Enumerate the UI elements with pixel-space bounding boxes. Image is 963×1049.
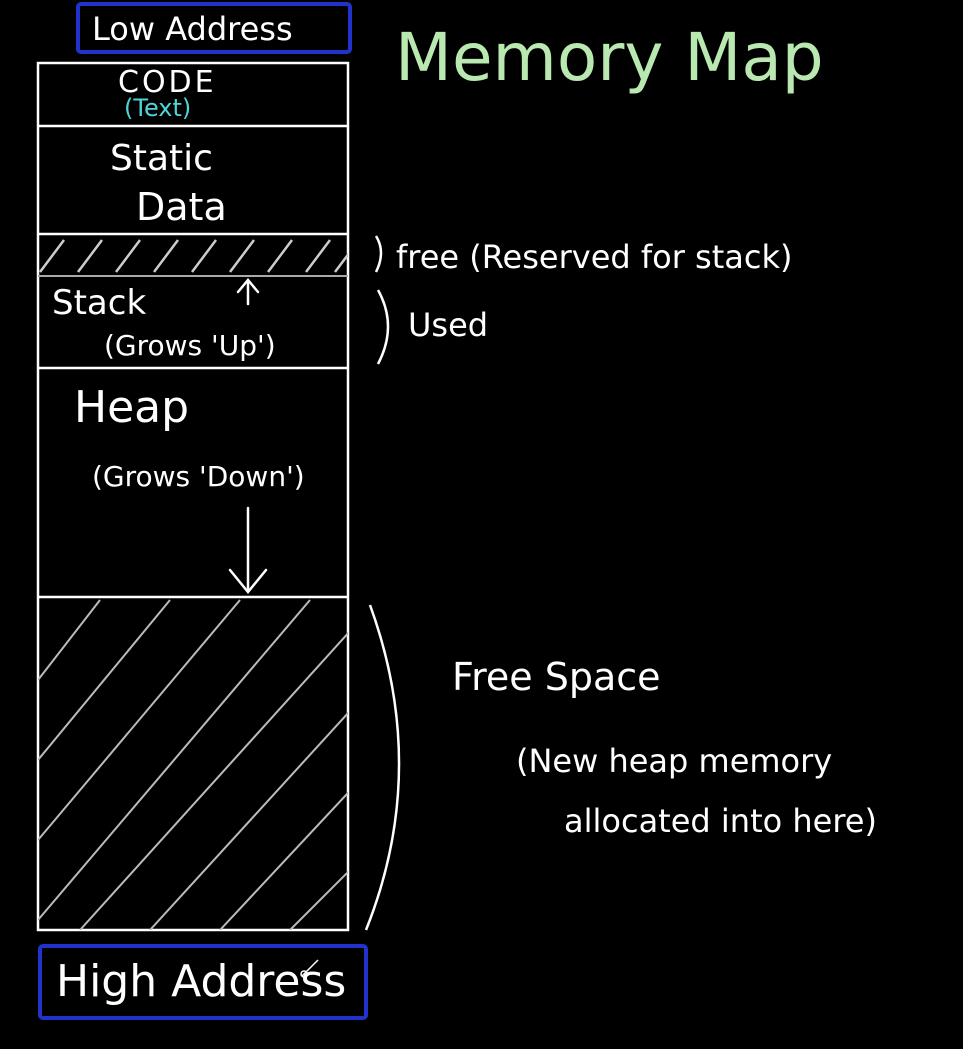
free-space-note-line1: (New heap memory (516, 742, 832, 780)
free-space-annotation: Free Space (452, 655, 661, 699)
stack-sublabel: (Grows 'Up') (104, 329, 276, 362)
code-label: CODE (118, 65, 217, 100)
static-label-line1: Static (110, 138, 213, 179)
diagram-title: Memory Map (395, 19, 824, 96)
used-annotation: Used (408, 306, 488, 344)
heap-down-arrow (228, 506, 268, 594)
static-label-line2: Data (136, 185, 227, 229)
stack-label: Stack (52, 283, 146, 323)
low-address-label: Low Address (92, 10, 293, 48)
memory-column (36, 61, 350, 932)
high-address-box (38, 944, 368, 1020)
free-space-note-line2: allocated into here) (564, 802, 877, 840)
free-reserved-annotation: free (Reserved for stack) (396, 238, 792, 276)
stack-up-arrow (236, 278, 260, 306)
reserved-brace (374, 235, 383, 273)
free-space-hatch (38, 599, 348, 930)
low-address-box (76, 2, 352, 54)
reserved-hatch (39, 239, 348, 273)
high-address-label: High Address (56, 956, 346, 1007)
used-brace (376, 289, 390, 365)
free-space-brace (364, 604, 401, 931)
pen-cursor-icon (300, 959, 319, 978)
code-sublabel: (Text) (124, 94, 191, 122)
heap-label: Heap (74, 382, 189, 433)
heap-sublabel: (Grows 'Down') (92, 460, 305, 493)
